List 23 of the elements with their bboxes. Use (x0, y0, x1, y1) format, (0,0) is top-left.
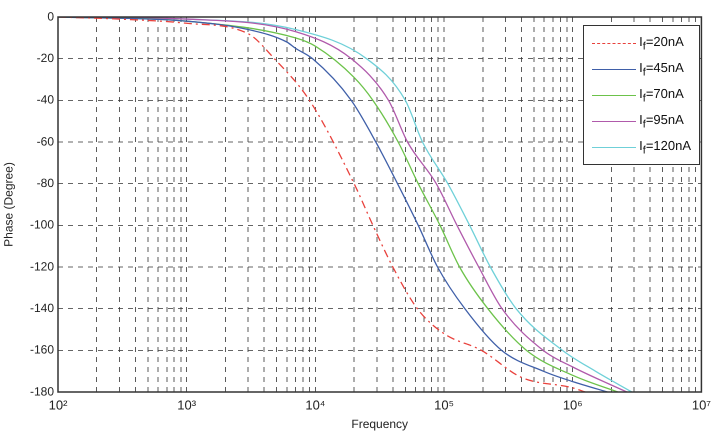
x-tick-label: 10³ (177, 397, 197, 412)
y-tick-label: -140 (30, 300, 54, 315)
y-tick-label: -40 (36, 92, 54, 107)
legend-label: I$_{f}$=95nA (639, 112, 684, 130)
x-tick-label: 10⁶ (562, 397, 583, 412)
y-tick-label: -160 (30, 342, 54, 357)
x-tick-label: 10⁵ (434, 397, 454, 412)
y-tick-label: -60 (36, 134, 54, 148)
y-tick-label: -180 (30, 384, 54, 398)
x-tick-label: 10⁷ (692, 397, 712, 412)
y-tick-label: -80 (36, 176, 54, 190)
y-axis-title: Phase (Degree) (2, 162, 16, 247)
x-tick-label: 10⁴ (305, 397, 326, 412)
y-tick-label: -20 (36, 50, 54, 65)
x-tick-label: 10² (48, 397, 68, 412)
legend-label: I$_{f}$=120nA (639, 138, 691, 156)
y-tick-label: -120 (30, 259, 54, 274)
x-axis-title: Frequency (351, 417, 408, 432)
y-tick-label: 0 (47, 9, 54, 24)
legend-label: I$_{f}$=45nA (639, 60, 684, 78)
y-tick-label: -100 (30, 218, 54, 232)
legend-label: I$_{f}$=20nA (639, 34, 684, 52)
legend-label: I$_{f}$=70nA (639, 86, 684, 104)
